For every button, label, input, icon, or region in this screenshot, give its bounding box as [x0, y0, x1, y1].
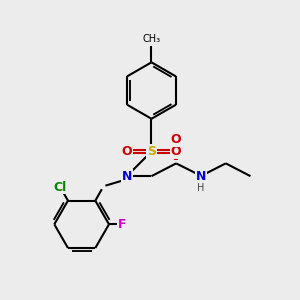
Text: F: F [118, 218, 127, 231]
Text: CH₃: CH₃ [142, 34, 160, 44]
Text: H: H [197, 183, 205, 193]
Text: Cl: Cl [54, 181, 67, 194]
Text: O: O [171, 145, 182, 158]
Text: S: S [147, 145, 156, 158]
Text: O: O [122, 145, 132, 158]
Text: O: O [171, 133, 182, 146]
Text: N: N [122, 170, 132, 183]
Text: N: N [196, 170, 206, 183]
